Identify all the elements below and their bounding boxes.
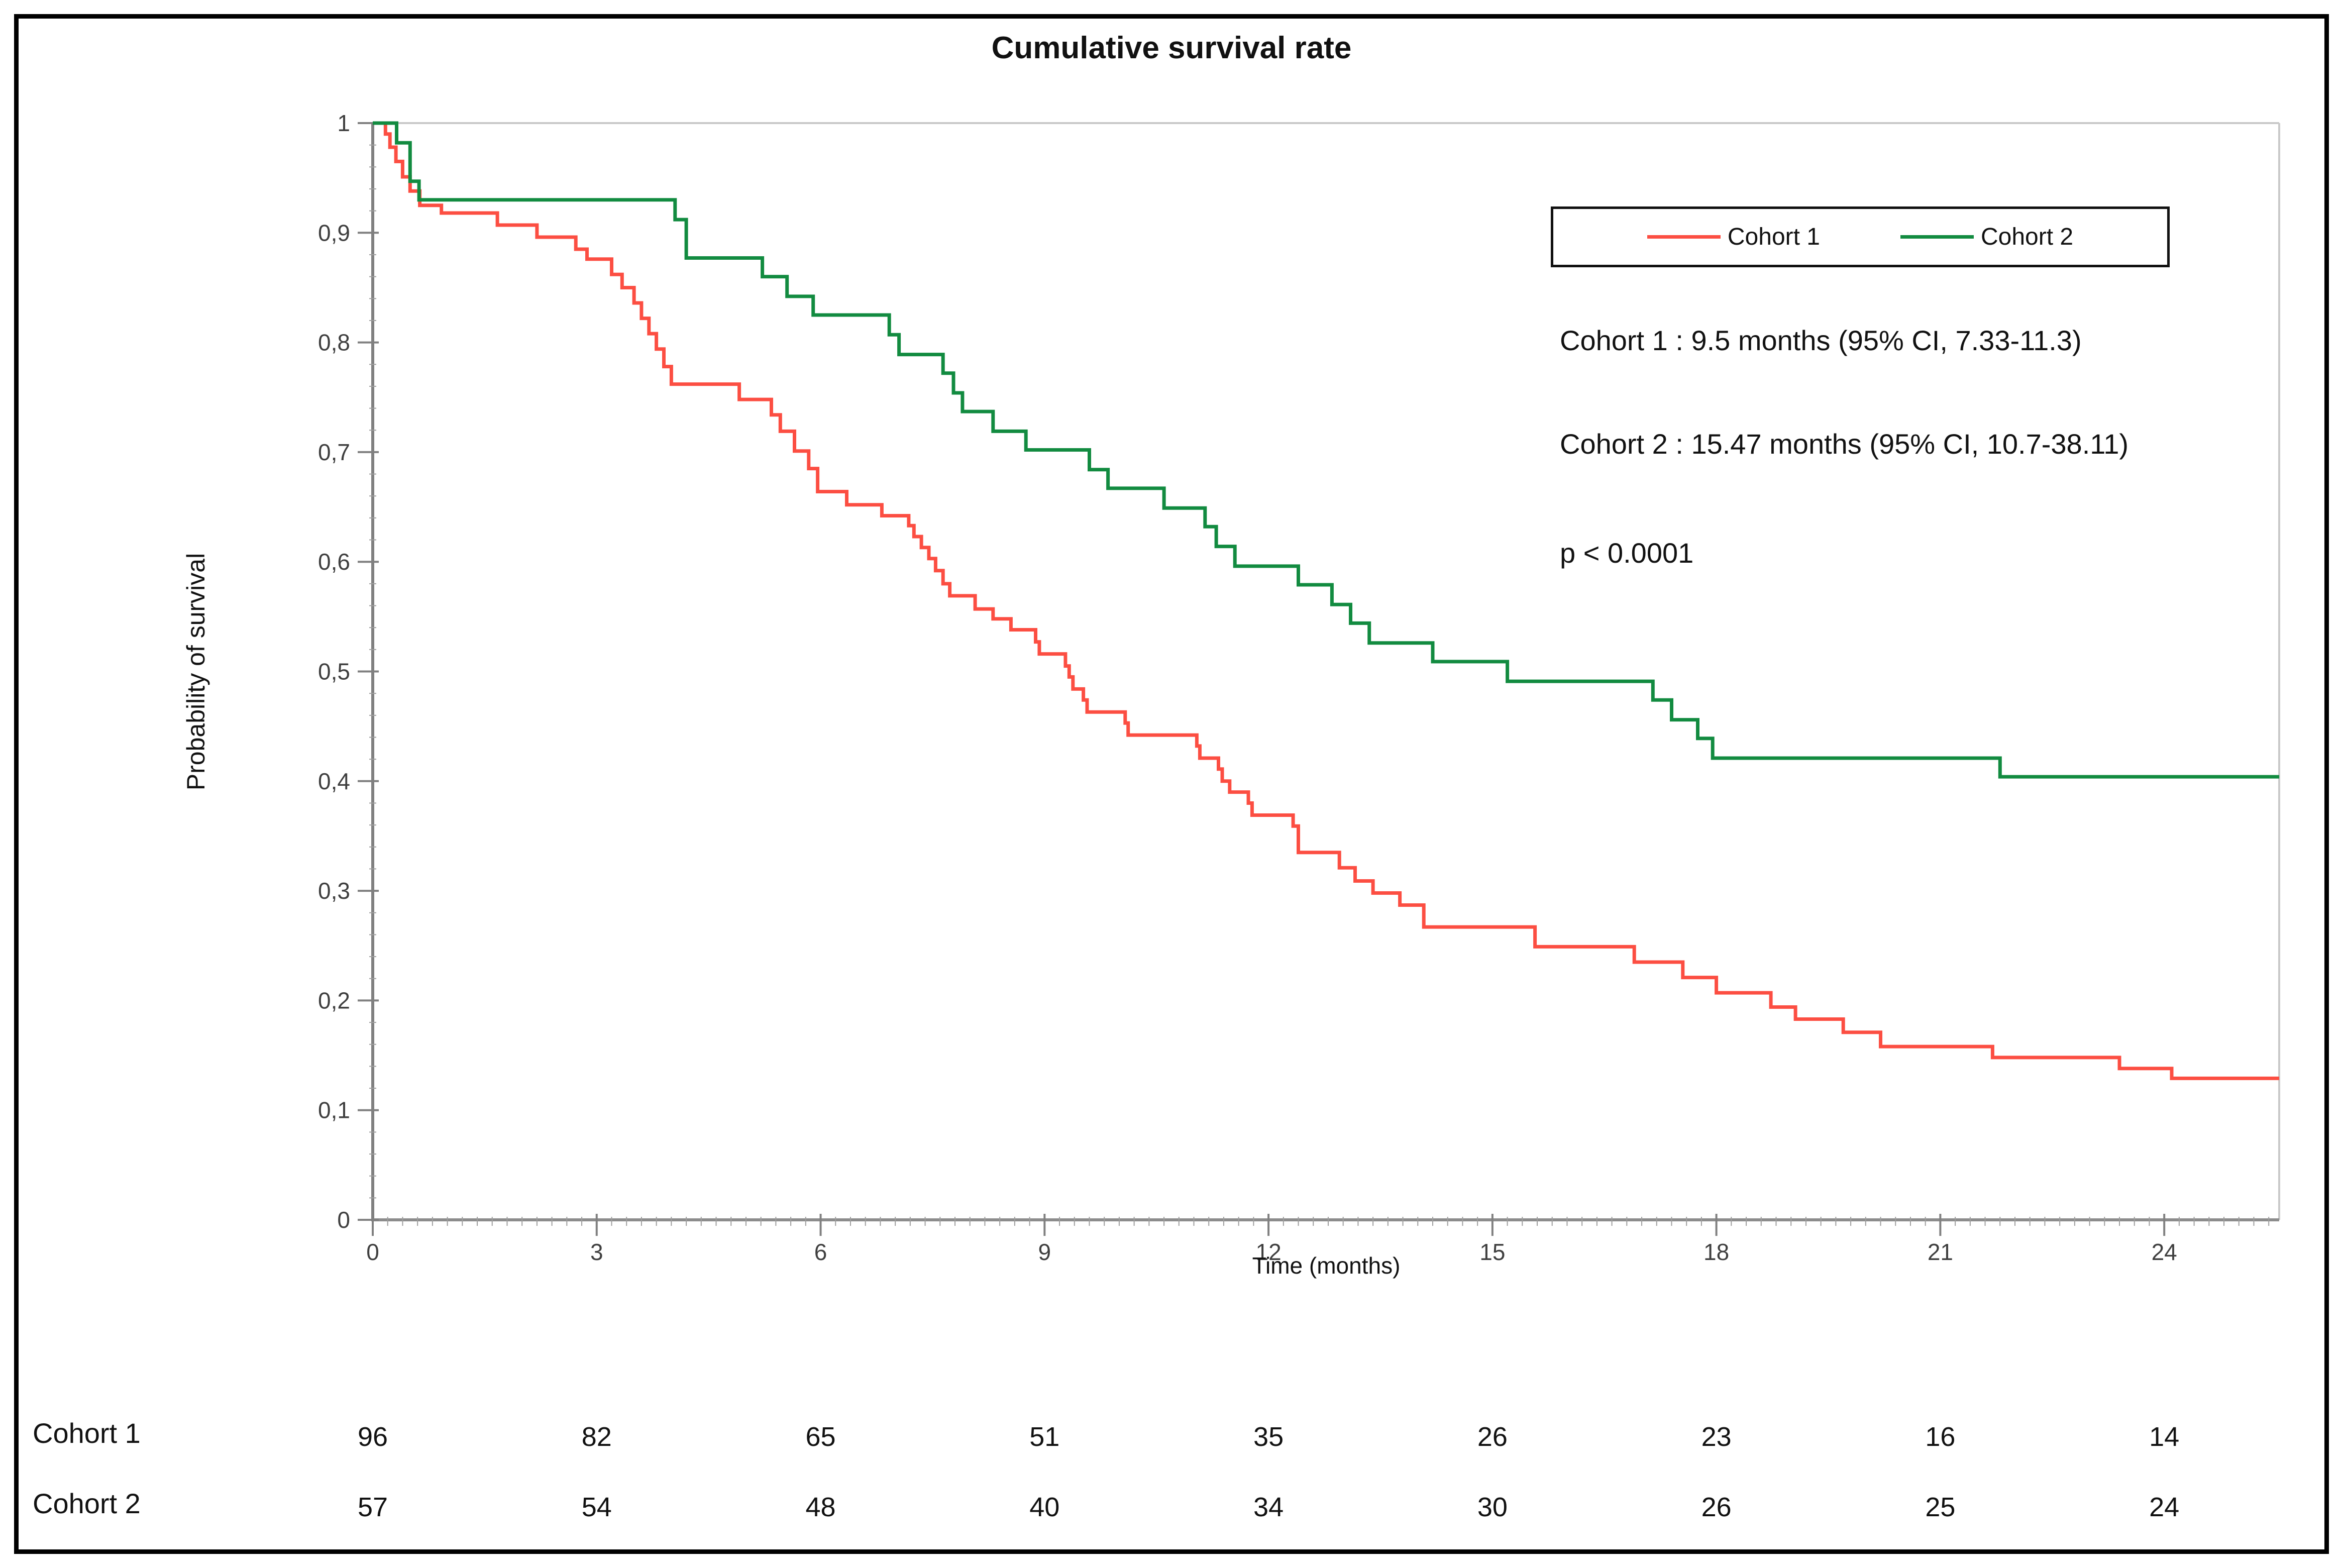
- risk-count-cohort2-t3: 54: [582, 1492, 612, 1522]
- legend-label-cohort-2: Cohort 2: [1981, 224, 2074, 250]
- y-tick-label: 0,7: [318, 439, 350, 465]
- y-tick-label: 0,6: [318, 549, 350, 575]
- median-survival-cohort-2: Cohort 2 : 15.47 months (95% CI, 10.7-38…: [1560, 428, 2129, 460]
- x-tick-label: 18: [1703, 1239, 1729, 1265]
- risk-count-cohort2-t18: 26: [1701, 1492, 1732, 1522]
- y-tick-label: 0,1: [318, 1097, 350, 1123]
- risk-count-cohort2-t12: 34: [1253, 1492, 1284, 1522]
- y-tick-label: 0,4: [318, 768, 350, 794]
- y-tick-label: 0: [337, 1207, 350, 1233]
- x-tick-label: 0: [366, 1239, 379, 1265]
- risk-count-cohort2-t15: 30: [1477, 1492, 1508, 1522]
- risk-count-cohort2-t0: 57: [358, 1492, 388, 1522]
- y-tick-label: 0,8: [318, 330, 350, 356]
- x-axis-title: Time (months): [1252, 1252, 1401, 1279]
- risk-count-cohort2-t21: 25: [1925, 1492, 1955, 1522]
- x-tick-label: 15: [1479, 1239, 1505, 1265]
- risk-count-cohort1-t18: 23: [1701, 1422, 1732, 1452]
- outer-border: [14, 14, 2329, 1554]
- x-tick-label: 3: [590, 1239, 603, 1265]
- risk-count-cohort1-t3: 82: [582, 1422, 612, 1452]
- risk-count-cohort1-t6: 65: [806, 1422, 836, 1452]
- survival-curve-cohort-2: [373, 121, 2279, 779]
- p-value: p < 0.0001: [1560, 537, 1694, 569]
- y-tick-label: 0,9: [318, 220, 350, 246]
- y-tick-label: 0,5: [318, 659, 350, 685]
- risk-table-row-label-cohort-2: Cohort 2: [33, 1488, 141, 1519]
- median-survival-cohort-1: Cohort 1 : 9.5 months (95% CI, 7.33-11.3…: [1560, 325, 2082, 356]
- x-tick-label: 9: [1038, 1239, 1051, 1265]
- risk-count-cohort2-t24: 24: [2149, 1492, 2179, 1522]
- cohort-2-line-swatch: [1900, 235, 1974, 239]
- risk-count-cohort1-t12: 35: [1253, 1422, 1284, 1452]
- cohort-1-line-swatch: [1647, 235, 1721, 239]
- x-tick-label: 21: [1928, 1239, 1953, 1265]
- chart-title: Cumulative survival rate: [991, 31, 1352, 65]
- risk-count-cohort1-t0: 96: [358, 1422, 388, 1452]
- risk-count-cohort1-t21: 16: [1925, 1422, 1955, 1452]
- risk-count-cohort2-t9: 40: [1029, 1492, 1059, 1522]
- y-tick-label: 0,2: [318, 987, 350, 1013]
- legend-label-cohort-1: Cohort 1: [1727, 224, 1820, 250]
- x-tick-label: 24: [2152, 1239, 2177, 1265]
- legend-box: Cohort 1 Cohort 2: [1551, 206, 2170, 267]
- risk-count-cohort2-t6: 48: [806, 1492, 836, 1522]
- risk-count-cohort1-t15: 26: [1477, 1422, 1508, 1452]
- y-axis-title: Probability of survival: [182, 553, 210, 791]
- legend-item-cohort-1: Cohort 1: [1647, 223, 1820, 251]
- x-tick-label: 6: [814, 1239, 827, 1265]
- y-tick-label: 0,3: [318, 878, 350, 904]
- risk-table-row-label-cohort-1: Cohort 1: [33, 1417, 141, 1449]
- legend-item-cohort-2: Cohort 2: [1900, 223, 2073, 251]
- survival-curve-cohort-1: [373, 121, 2279, 1080]
- x-tick-label: 12: [1255, 1239, 1281, 1265]
- y-tick-label: 1: [337, 110, 350, 136]
- risk-count-cohort1-t9: 51: [1029, 1422, 1059, 1452]
- risk-count-cohort1-t24: 14: [2149, 1422, 2179, 1452]
